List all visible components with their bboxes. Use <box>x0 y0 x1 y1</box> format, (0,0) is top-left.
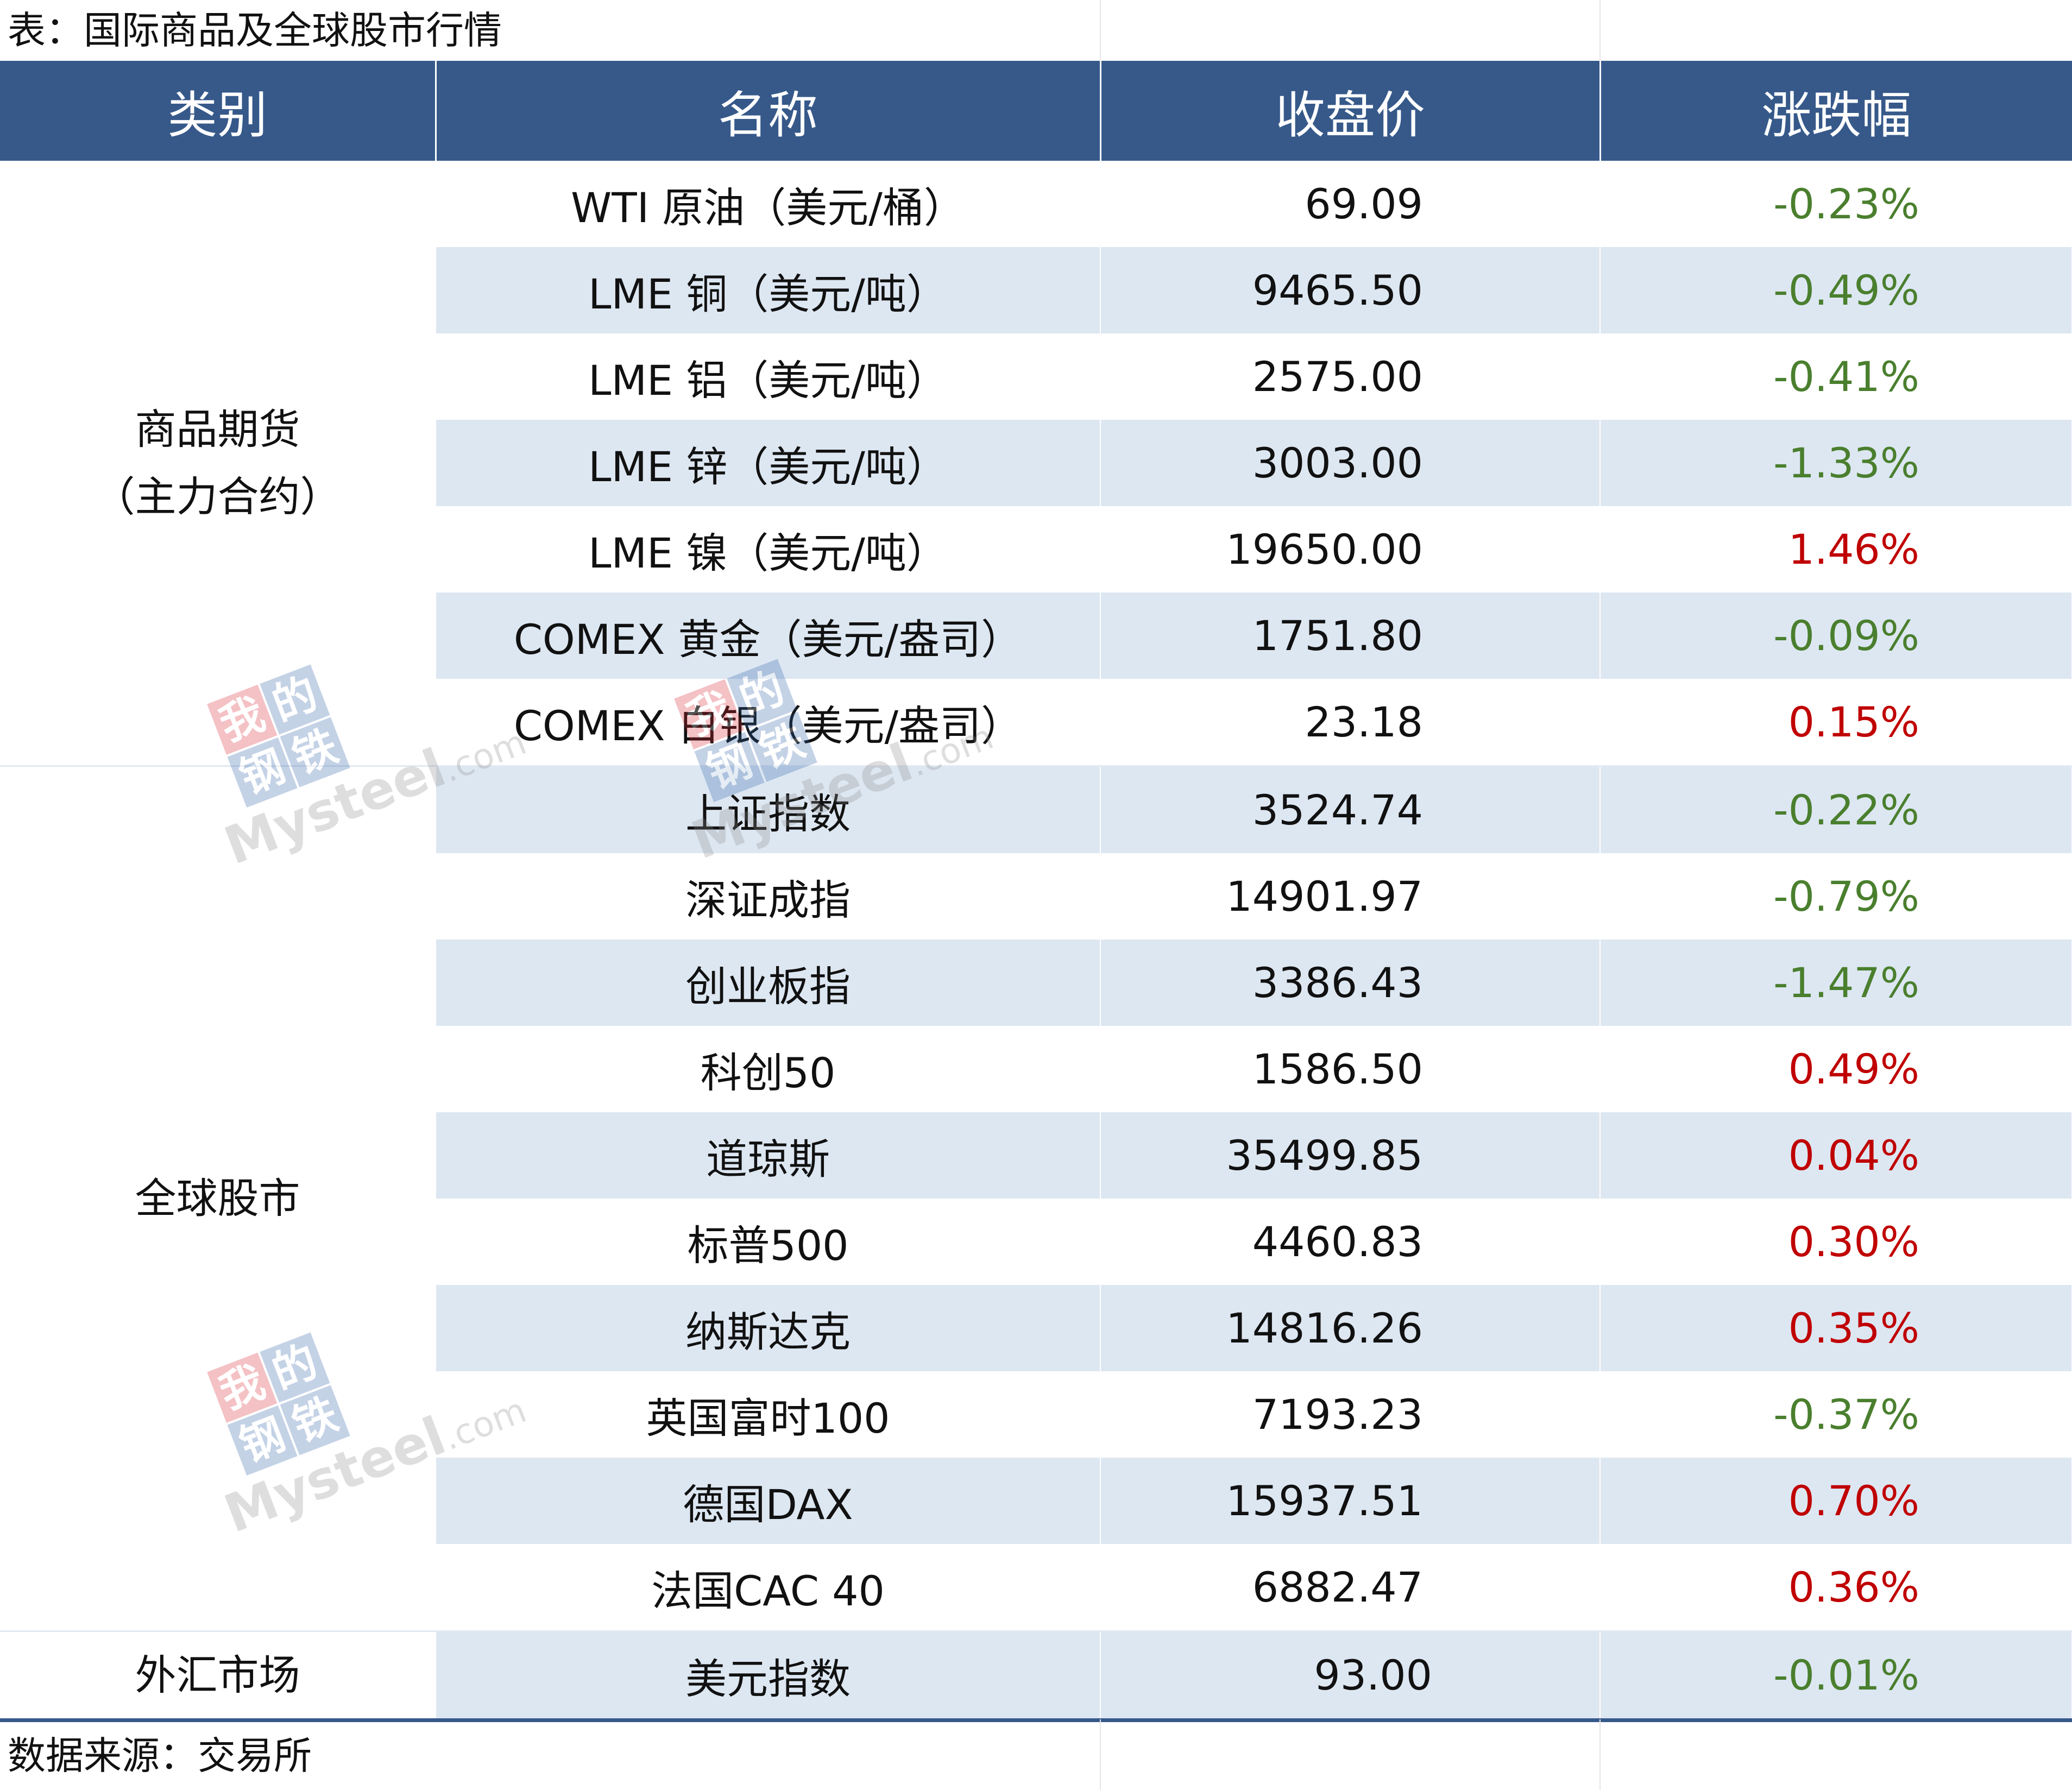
table-row: LME 铜（美元/吨） 9465.50 -0.49% <box>0 247 2072 333</box>
row-price: 3003.00 <box>1100 420 1601 506</box>
category-futures-label: 商品期货 <box>135 405 300 453</box>
header-close-price: 收盘价 <box>1100 61 1601 161</box>
row-price: 14901.97 <box>1100 853 1601 940</box>
table-row: 创业板指 3386.43 -1.47% <box>0 940 2072 1026</box>
row-name: COMEX 黄金（美元/盎司） <box>436 593 1101 679</box>
table-row: 道琼斯 35499.85 0.04% <box>0 1112 2072 1199</box>
row-name: 美元指数 <box>436 1630 1101 1722</box>
header-name: 名称 <box>436 61 1101 161</box>
table-caption: 表：国际商品及全球股市行情 <box>8 8 502 53</box>
table-row: COMEX 白银（美元/盎司） 23.18 0.15% <box>0 679 2072 766</box>
row-price: 7193.23 <box>1100 1371 1601 1458</box>
column-guide-line <box>1599 1719 1601 1790</box>
row-price: 23.18 <box>1100 679 1601 766</box>
row-change: -0.79% <box>1600 853 2072 940</box>
row-price: 35499.85 <box>1100 1112 1601 1199</box>
row-price: 3524.74 <box>1100 765 1601 853</box>
column-guide-line <box>1599 0 1601 61</box>
category-fx: 外汇市场 <box>0 1630 436 1722</box>
row-change: 0.30% <box>1600 1199 2072 1285</box>
row-price: 6882.47 <box>1100 1544 1601 1631</box>
row-price: 1586.50 <box>1100 1026 1601 1112</box>
row-price: 14816.26 <box>1100 1285 1601 1371</box>
row-change: 1.46% <box>1600 506 2072 593</box>
row-name: 法国CAC 40 <box>436 1544 1101 1631</box>
row-name: 德国DAX <box>436 1458 1101 1544</box>
quotes-table: 类别 名称 收盘价 涨跌幅 商品期货 （主力合约） WTI 原油（美元/桶） 6… <box>0 61 2072 1722</box>
category-futures-sublabel: （主力合约） <box>93 472 342 521</box>
category-stocks: 全球股市 <box>0 765 436 1631</box>
row-name: LME 镍（美元/吨） <box>436 506 1101 593</box>
row-price: 93.00 <box>1100 1630 1601 1722</box>
row-change: 0.15% <box>1600 679 2072 766</box>
row-name: COMEX 白银（美元/盎司） <box>436 679 1101 766</box>
row-price: 1751.80 <box>1100 593 1601 679</box>
table-row: 深证成指 14901.97 -0.79% <box>0 853 2072 940</box>
header-category: 类别 <box>0 61 437 161</box>
row-name: WTI 原油（美元/桶） <box>436 161 1101 247</box>
row-change: -0.22% <box>1600 765 2072 853</box>
table-row: COMEX 黄金（美元/盎司） 1751.80 -0.09% <box>0 593 2072 679</box>
row-change: -0.01% <box>1600 1630 2072 1722</box>
row-name: 英国富时100 <box>436 1371 1101 1458</box>
table-row: 科创50 1586.50 0.49% <box>0 1026 2072 1112</box>
row-name: 道琼斯 <box>436 1112 1101 1199</box>
row-change: -0.49% <box>1600 247 2072 333</box>
table-row: LME 锌（美元/吨） 3003.00 -1.33% <box>0 420 2072 506</box>
table-row: 外汇市场 美元指数 93.00 -0.01% <box>0 1630 2072 1722</box>
header-change-pct: 涨跌幅 <box>1600 61 2072 161</box>
row-price: 9465.50 <box>1100 247 1601 333</box>
row-change: 0.04% <box>1600 1112 2072 1199</box>
table-row: 全球股市 上证指数 3524.74 -0.22% <box>0 765 2072 1631</box>
row-change: 0.49% <box>1600 1026 2072 1112</box>
table-row: 英国富时100 7193.23 -0.37% <box>0 1371 2072 1458</box>
row-price: 19650.00 <box>1100 506 1601 593</box>
source-note: 数据来源：交易所 <box>8 1734 312 1778</box>
row-name: 创业板指 <box>436 940 1101 1026</box>
row-change: -0.09% <box>1600 593 2072 679</box>
category-futures: 商品期货 （主力合约） <box>0 161 436 766</box>
table-row: 纳斯达克 14816.26 0.35% <box>0 1285 2072 1371</box>
row-change: -0.37% <box>1600 1371 2072 1458</box>
row-name: 纳斯达克 <box>436 1285 1101 1371</box>
table-row: LME 镍（美元/吨） 19650.00 1.46% <box>0 506 2072 593</box>
row-name: LME 铜（美元/吨） <box>436 247 1101 333</box>
row-price: 15937.51 <box>1100 1458 1601 1544</box>
row-name: 标普500 <box>436 1199 1101 1285</box>
table-row: LME 铝（美元/吨） 2575.00 -0.41% <box>0 333 2072 420</box>
row-name: 科创50 <box>436 1026 1101 1112</box>
row-name: 深证成指 <box>436 853 1101 940</box>
table-row: 法国CAC 40 6882.47 0.36% <box>0 1544 2072 1631</box>
row-change: -1.33% <box>1600 420 2072 506</box>
table-row: 德国DAX 15937.51 0.70% <box>0 1458 2072 1544</box>
row-change: -0.23% <box>1600 161 2072 247</box>
table-row: 商品期货 （主力合约） WTI 原油（美元/桶） 69.09 -0.23% <box>0 161 2072 766</box>
row-price: 3386.43 <box>1100 940 1601 1026</box>
row-price: 2575.00 <box>1100 333 1601 420</box>
row-price: 4460.83 <box>1100 1199 1601 1285</box>
row-name: LME 锌（美元/吨） <box>436 420 1101 506</box>
column-guide-line <box>1100 0 1101 61</box>
row-change: -0.41% <box>1600 333 2072 420</box>
row-change: 0.70% <box>1600 1458 2072 1544</box>
column-guide-line <box>1100 1719 1101 1790</box>
row-change: 0.35% <box>1600 1285 2072 1371</box>
row-name: 上证指数 <box>436 765 1101 853</box>
table-row: 标普500 4460.83 0.30% <box>0 1199 2072 1285</box>
row-change: 0.36% <box>1600 1544 2072 1631</box>
row-price: 69.09 <box>1100 161 1601 247</box>
table-header: 类别 名称 收盘价 涨跌幅 <box>0 61 2072 161</box>
row-name: LME 铝（美元/吨） <box>436 333 1101 420</box>
row-change: -1.47% <box>1600 940 2072 1026</box>
